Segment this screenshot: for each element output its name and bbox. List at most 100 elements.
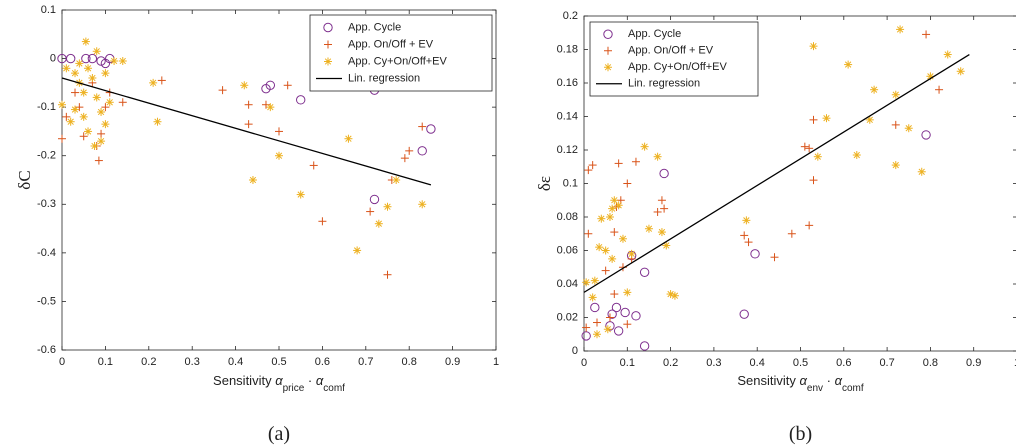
data-point	[582, 278, 591, 287]
data-point	[623, 179, 632, 188]
x-tick-label: 0.1	[620, 357, 635, 369]
y-tick-label: -0.3	[37, 198, 56, 210]
legend-marker-swatch	[604, 46, 612, 55]
data-point	[607, 309, 617, 319]
y-tick-label: 0.1	[41, 4, 56, 16]
y-tick-label: 0	[572, 345, 578, 357]
data-point	[922, 30, 931, 39]
data-point	[809, 42, 818, 51]
data-point	[870, 85, 879, 94]
data-point	[92, 93, 101, 102]
data-point	[261, 100, 270, 109]
data-point	[605, 313, 614, 322]
x-axis-label-sym2: α	[835, 373, 843, 388]
data-point	[896, 25, 905, 34]
data-point	[595, 243, 604, 252]
x-tick-label: 0.5	[271, 356, 286, 368]
y-tick-label: 0.02	[557, 311, 578, 323]
data-point	[787, 229, 796, 238]
legend-marker-swatch	[324, 57, 332, 66]
x-axis-label-sym2: α	[316, 373, 324, 388]
data-point	[366, 207, 375, 216]
data-point	[644, 224, 653, 233]
data-point	[618, 234, 627, 243]
data-point	[608, 254, 617, 263]
data-point	[813, 152, 822, 161]
data-point	[584, 229, 593, 238]
data-point	[891, 120, 900, 129]
data-point	[653, 207, 662, 216]
data-point	[87, 53, 98, 64]
x-axis-label: Sensitivity αenv · αcomf	[737, 373, 864, 394]
data-point	[904, 124, 913, 133]
x-tick-label: 0.9	[966, 357, 981, 369]
data-point	[244, 100, 253, 109]
series-asterisk	[58, 37, 427, 255]
data-point	[639, 267, 650, 277]
data-point	[582, 323, 591, 332]
x-tick-label: 0.7	[358, 356, 373, 368]
legend: App. Cycle App. On/Off + EV App. Cy+On/Off…	[589, 21, 759, 97]
x-axis-label-sub1: env	[807, 383, 823, 394]
x-tick-label: 0.7	[879, 357, 894, 369]
data-point	[639, 341, 650, 351]
chart-caption: (a)	[268, 423, 290, 445]
data-point	[296, 190, 305, 199]
x-axis-label-prefix: Sensitivity	[737, 373, 799, 388]
x-axis-label-sub2: comf	[323, 383, 345, 394]
data-point	[653, 152, 662, 161]
data-point	[610, 228, 619, 237]
data-point	[584, 166, 593, 175]
legend-entry: App. Cycle	[628, 28, 681, 40]
data-point	[79, 112, 88, 121]
legend-entry: App. Cycle	[348, 21, 401, 33]
x-tick-label: 0.4	[228, 356, 243, 368]
x-axis-label-sub1: price	[283, 383, 305, 394]
y-tick-label: -0.4	[37, 247, 56, 259]
data-point	[631, 157, 640, 166]
data-point	[657, 228, 666, 237]
data-point	[265, 80, 276, 90]
x-tick-label: 0.5	[793, 357, 808, 369]
legend-marker-swatch	[324, 40, 332, 49]
legend-marker-swatch	[603, 29, 613, 39]
x-axis-label-sym1: α	[275, 373, 283, 388]
data-point	[248, 176, 257, 184]
series-plus	[582, 30, 944, 332]
data-point	[891, 90, 900, 99]
data-point	[657, 196, 666, 205]
x-tick-label: 0	[581, 357, 587, 369]
chart-b: 0 0.1 0.2 0.3 0.4 0.5 0.6 0.7 0.8 0.9 1 0 0.02 0.04 0.…	[535, 10, 1016, 445]
data-point	[71, 88, 80, 97]
data-point	[296, 95, 306, 105]
data-point	[770, 253, 779, 262]
legend-marker-swatch	[604, 63, 612, 72]
data-point	[369, 194, 380, 205]
data-point	[97, 129, 106, 138]
data-point	[244, 120, 253, 129]
data-point	[597, 214, 606, 223]
data-point	[62, 64, 71, 73]
data-point	[94, 156, 103, 165]
data-point	[809, 176, 818, 185]
legend-entry: App. Cy+On/Off+EV	[628, 61, 728, 73]
data-point	[275, 127, 283, 136]
data-point	[58, 100, 66, 109]
data-point	[805, 221, 814, 230]
data-point	[631, 311, 641, 321]
data-point	[283, 81, 292, 90]
x-tick-label: 0.6	[315, 356, 330, 368]
data-point	[750, 249, 760, 259]
data-point	[605, 213, 614, 221]
data-point	[601, 266, 610, 275]
data-point	[75, 59, 84, 68]
data-point	[601, 246, 610, 255]
legend-entry: Lin. regression	[628, 78, 700, 90]
data-point	[418, 200, 427, 209]
data-point	[623, 320, 632, 329]
data-point	[426, 124, 436, 134]
y-tick-label: 0.1	[563, 177, 578, 189]
data-point	[588, 161, 597, 170]
data-point	[58, 134, 66, 143]
legend-entry: App. Cy+On/Off+EV	[348, 55, 448, 67]
